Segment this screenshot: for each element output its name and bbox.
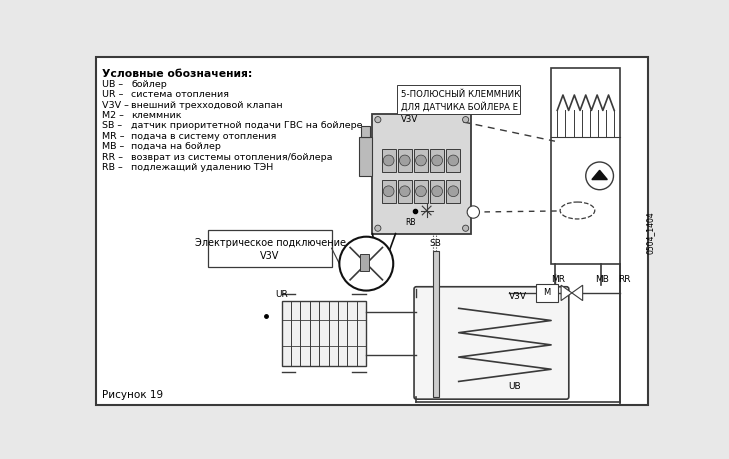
Bar [430, 150, 444, 173]
Text: UB: UB [509, 381, 521, 391]
Circle shape [339, 237, 393, 291]
Polygon shape [592, 171, 607, 180]
Text: датчик приоритетной подачи ГВС на бойлере: датчик приоритетной подачи ГВС на бойлер… [131, 121, 363, 130]
Bar [414, 180, 428, 203]
Bar [398, 150, 412, 173]
Bar [430, 180, 444, 203]
Bar [361, 127, 370, 138]
Text: бойлер: бойлер [131, 80, 167, 89]
Text: RB: RB [405, 217, 416, 226]
Bar [414, 150, 428, 173]
Bar [382, 150, 396, 173]
Circle shape [399, 186, 410, 197]
Ellipse shape [560, 202, 595, 219]
Text: Электрическое подключение
V3V: Электрическое подключение V3V [195, 237, 346, 260]
Circle shape [462, 118, 469, 123]
Bar [432, 251, 439, 397]
Text: клеммник: клеммник [131, 111, 182, 120]
Polygon shape [561, 285, 572, 301]
Bar [359, 138, 373, 176]
Bar [208, 230, 332, 267]
Circle shape [448, 156, 459, 167]
Text: внешний трехходовой клапан: внешний трехходовой клапан [131, 101, 283, 109]
Text: UR: UR [276, 290, 288, 298]
Text: возврат из системы отопления/бойлера: возврат из системы отопления/бойлера [131, 152, 333, 161]
Text: RB –: RB – [102, 162, 123, 172]
Text: MB –: MB – [102, 142, 125, 151]
Bar [373, 115, 471, 234]
Text: RR: RR [618, 274, 631, 283]
Circle shape [585, 162, 614, 190]
Text: Рисунок 19: Рисунок 19 [102, 389, 163, 399]
Circle shape [375, 118, 381, 123]
Bar [382, 180, 396, 203]
FancyBboxPatch shape [414, 287, 569, 399]
Text: система отопления: система отопления [131, 90, 230, 99]
Text: RR –: RR – [102, 152, 123, 161]
Circle shape [375, 226, 381, 232]
Bar [398, 180, 412, 203]
Text: подача на бойлер: подача на бойлер [131, 142, 222, 151]
Circle shape [448, 186, 459, 197]
Bar [281, 301, 366, 366]
Text: 0504_1404: 0504_1404 [646, 211, 655, 253]
Text: V3V: V3V [509, 292, 527, 301]
Circle shape [416, 186, 426, 197]
Bar [446, 150, 460, 173]
Bar [551, 69, 620, 265]
Text: MR: MR [551, 274, 565, 283]
Circle shape [432, 186, 443, 197]
Text: подлежащий удалению ТЭН: подлежащий удалению ТЭН [131, 162, 273, 172]
Text: MR –: MR – [102, 132, 125, 140]
Bar [537, 284, 558, 302]
Text: SB –: SB – [102, 121, 122, 130]
Text: SB: SB [429, 238, 441, 247]
Circle shape [462, 226, 469, 232]
Circle shape [416, 156, 426, 167]
Text: V3V –: V3V – [102, 101, 129, 109]
Text: подача в систему отопления: подача в систему отопления [131, 132, 277, 140]
Bar [446, 180, 460, 203]
Circle shape [383, 156, 394, 167]
Text: UB –: UB – [102, 80, 123, 89]
Text: M2 –: M2 – [102, 111, 124, 120]
Circle shape [432, 156, 443, 167]
Text: M: M [542, 287, 550, 297]
Text: 5-ПОЛЮСНЫЙ КЛЕММНИК
ДЛЯ ДАТЧИКА БОЙЛЕРА E
V3V: 5-ПОЛЮСНЫЙ КЛЕММНИК ДЛЯ ДАТЧИКА БОЙЛЕРА … [401, 90, 521, 123]
Text: UR –: UR – [102, 90, 123, 99]
Circle shape [467, 207, 480, 219]
Bar [397, 86, 521, 115]
Text: MB: MB [595, 274, 609, 283]
Polygon shape [572, 285, 582, 301]
Circle shape [399, 156, 410, 167]
Bar [360, 255, 370, 272]
Text: Условные обозначения:: Условные обозначения: [102, 69, 252, 79]
Circle shape [383, 186, 394, 197]
